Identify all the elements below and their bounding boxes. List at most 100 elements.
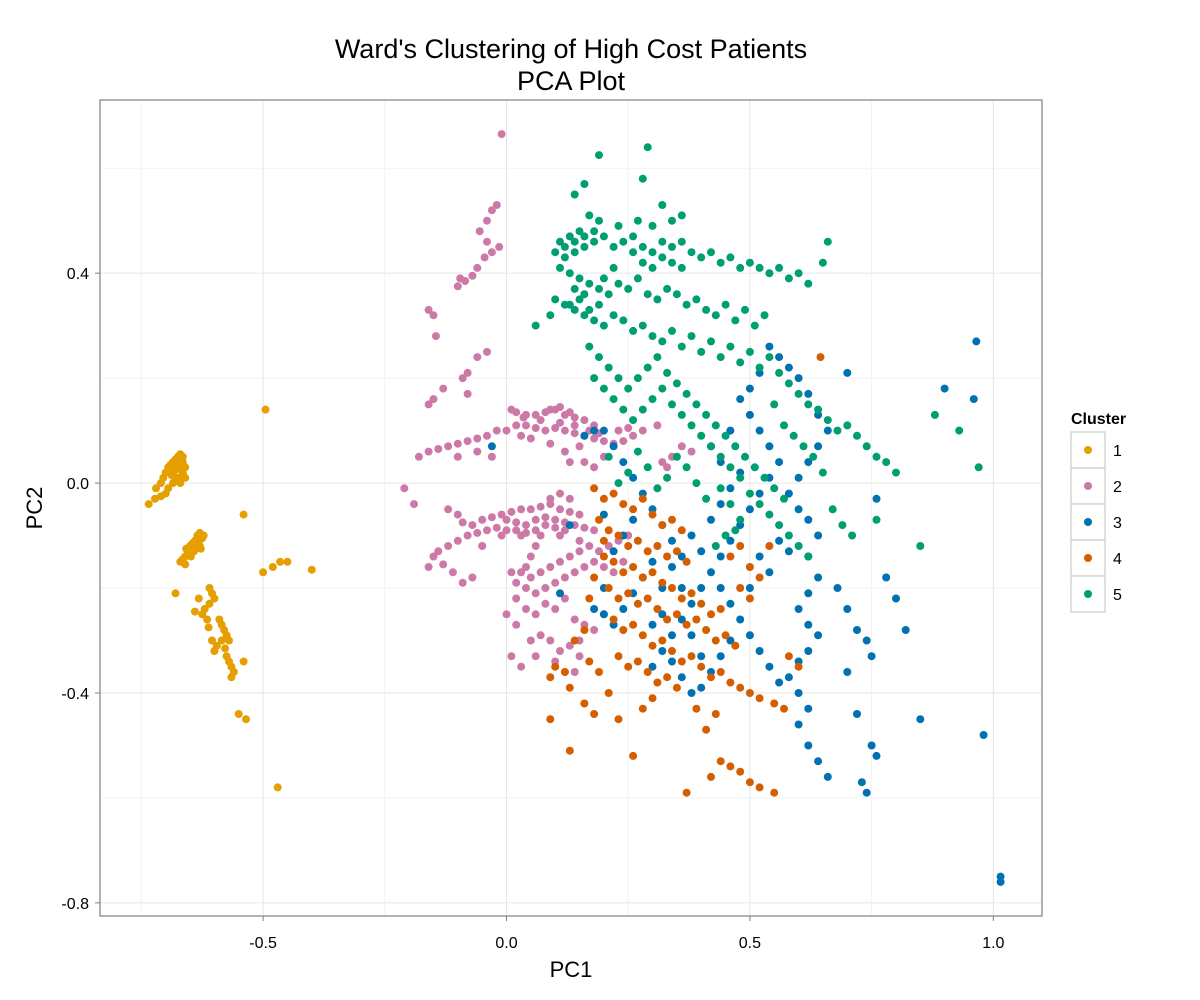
data-point-cluster-5 [775,521,784,530]
data-point-cluster-3 [565,521,574,530]
data-points [144,130,1005,886]
data-point-cluster-4 [653,678,662,687]
data-point-cluster-2 [424,563,433,571]
data-point-cluster-5 [745,258,754,267]
data-point-cluster-2 [560,594,569,603]
y-tick-label: 0.0 [67,476,89,493]
data-point-cluster-4 [551,662,560,671]
data-point-cluster-4 [692,704,701,713]
data-point-cluster-3 [794,473,803,482]
data-point-cluster-5 [609,242,618,251]
data-point-cluster-4 [599,494,608,503]
data-point-cluster-3 [804,389,813,398]
data-point-cluster-2 [444,505,453,514]
data-point-cluster-4 [609,489,618,498]
data-point-cluster-5 [580,242,589,251]
data-point-cluster-4 [731,641,740,650]
data-point-cluster-4 [590,710,599,718]
data-point-cluster-5 [643,363,652,372]
data-point-cluster-5 [775,368,784,377]
data-point-cluster-3 [697,652,706,661]
data-point-cluster-5 [585,305,594,314]
data-point-cluster-3 [814,631,823,640]
data-point-cluster-4 [663,552,672,561]
data-point-cluster-2 [522,528,530,537]
data-point-cluster-2 [453,536,462,545]
data-point-cluster-2 [565,507,574,516]
data-point-cluster-4 [672,610,681,619]
data-point-cluster-3 [726,484,735,493]
data-point-cluster-3 [755,552,764,561]
data-point-cluster-1 [268,563,277,571]
data-point-cluster-4 [580,699,589,708]
data-point-cluster-5 [653,295,662,304]
data-point-cluster-2 [507,652,516,661]
data-point-cluster-2 [473,263,482,272]
data-point-cluster-2 [590,626,599,634]
data-point-cluster-3 [677,552,686,561]
data-point-cluster-5 [619,237,628,246]
data-point-cluster-2 [439,560,448,569]
data-point-cluster-3 [619,605,628,613]
data-point-cluster-5 [848,531,857,540]
data-point-cluster-5 [707,442,715,451]
data-point-cluster-2 [400,484,409,493]
data-point-cluster-5 [736,263,745,272]
data-point-cluster-5 [784,274,793,283]
data-point-cluster-5 [804,279,813,288]
data-point-cluster-2 [531,652,540,661]
data-point-cluster-5 [575,274,584,283]
data-point-cluster-4 [677,526,686,535]
data-point-cluster-2 [531,542,540,550]
data-point-cluster-2 [497,510,506,519]
data-point-cluster-2 [599,437,608,446]
legend-key-swatch [1084,482,1092,490]
data-point-cluster-3 [814,442,823,451]
data-point-cluster-2 [478,542,487,550]
data-point-cluster-5 [872,515,881,524]
data-point-cluster-2 [522,421,530,430]
data-point-cluster-3 [556,589,564,598]
data-point-cluster-5 [614,279,623,288]
data-point-cluster-3 [853,626,861,634]
data-point-cluster-3 [716,652,725,661]
data-point-cluster-4 [668,515,676,524]
data-point-cluster-5 [570,284,579,293]
data-point-cluster-4 [638,573,647,582]
x-tick-label: 0.5 [739,935,761,952]
data-point-cluster-2 [580,563,589,571]
data-point-cluster-2 [502,426,511,435]
data-point-cluster-1 [239,510,248,519]
data-point-cluster-5 [818,258,827,267]
data-point-cluster-2 [565,408,574,417]
legend-item-5: 5 [1070,575,1122,613]
data-point-cluster-3 [648,662,657,671]
data-point-cluster-4 [716,757,725,766]
data-point-cluster-4 [604,526,613,535]
data-point-cluster-2 [483,237,491,246]
data-point-cluster-2 [590,463,599,472]
data-point-cluster-2 [458,374,467,383]
data-point-cluster-2 [629,431,638,440]
data-point-cluster-5 [638,405,647,414]
data-point-cluster-1 [187,552,195,561]
data-point-cluster-5 [614,221,623,230]
data-point-cluster-4 [672,547,681,556]
data-point-cluster-3 [599,610,608,619]
data-point-cluster-4 [653,542,662,550]
data-point-cluster-5 [570,305,579,314]
data-point-cluster-5 [648,221,657,230]
data-point-cluster-5 [809,452,818,461]
data-point-cluster-3 [784,547,793,556]
data-point-cluster-5 [843,421,852,430]
data-point-cluster-2 [560,573,569,582]
data-point-cluster-4 [736,683,745,692]
data-point-cluster-2 [512,620,521,629]
data-point-cluster-4 [736,542,745,550]
data-point-cluster-4 [604,689,613,697]
data-point-cluster-1 [227,673,236,682]
data-point-cluster-2 [570,568,579,577]
data-point-cluster-2 [517,662,526,671]
data-point-cluster-2 [604,542,613,550]
data-point-cluster-5 [687,421,696,430]
